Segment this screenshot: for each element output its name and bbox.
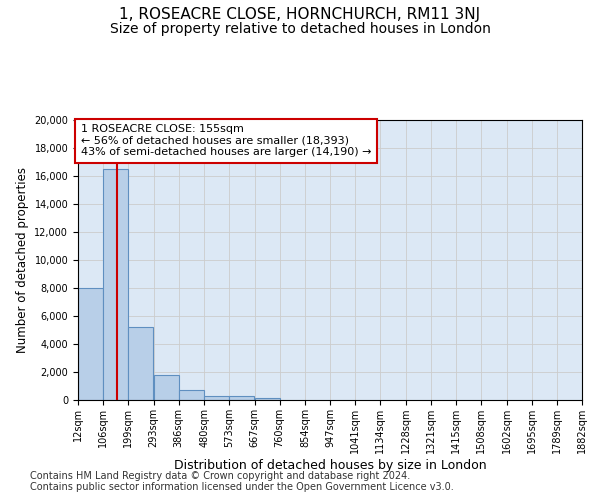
- Bar: [154, 375, 179, 400]
- Y-axis label: Number of detached properties: Number of detached properties: [16, 167, 29, 353]
- Bar: [103, 169, 128, 400]
- X-axis label: Distribution of detached houses by size in London: Distribution of detached houses by size …: [173, 458, 487, 471]
- Text: 1, ROSEACRE CLOSE, HORNCHURCH, RM11 3NJ: 1, ROSEACRE CLOSE, HORNCHURCH, RM11 3NJ: [119, 8, 481, 22]
- Text: Contains HM Land Registry data © Crown copyright and database right 2024.
Contai: Contains HM Land Registry data © Crown c…: [30, 471, 454, 492]
- Bar: [229, 396, 254, 400]
- Bar: [204, 396, 229, 400]
- Bar: [179, 390, 204, 400]
- Bar: [128, 327, 154, 400]
- Bar: [78, 288, 103, 400]
- Bar: [254, 398, 280, 400]
- Text: 1 ROSEACRE CLOSE: 155sqm
← 56% of detached houses are smaller (18,393)
43% of se: 1 ROSEACRE CLOSE: 155sqm ← 56% of detach…: [80, 124, 371, 158]
- Text: Size of property relative to detached houses in London: Size of property relative to detached ho…: [110, 22, 490, 36]
